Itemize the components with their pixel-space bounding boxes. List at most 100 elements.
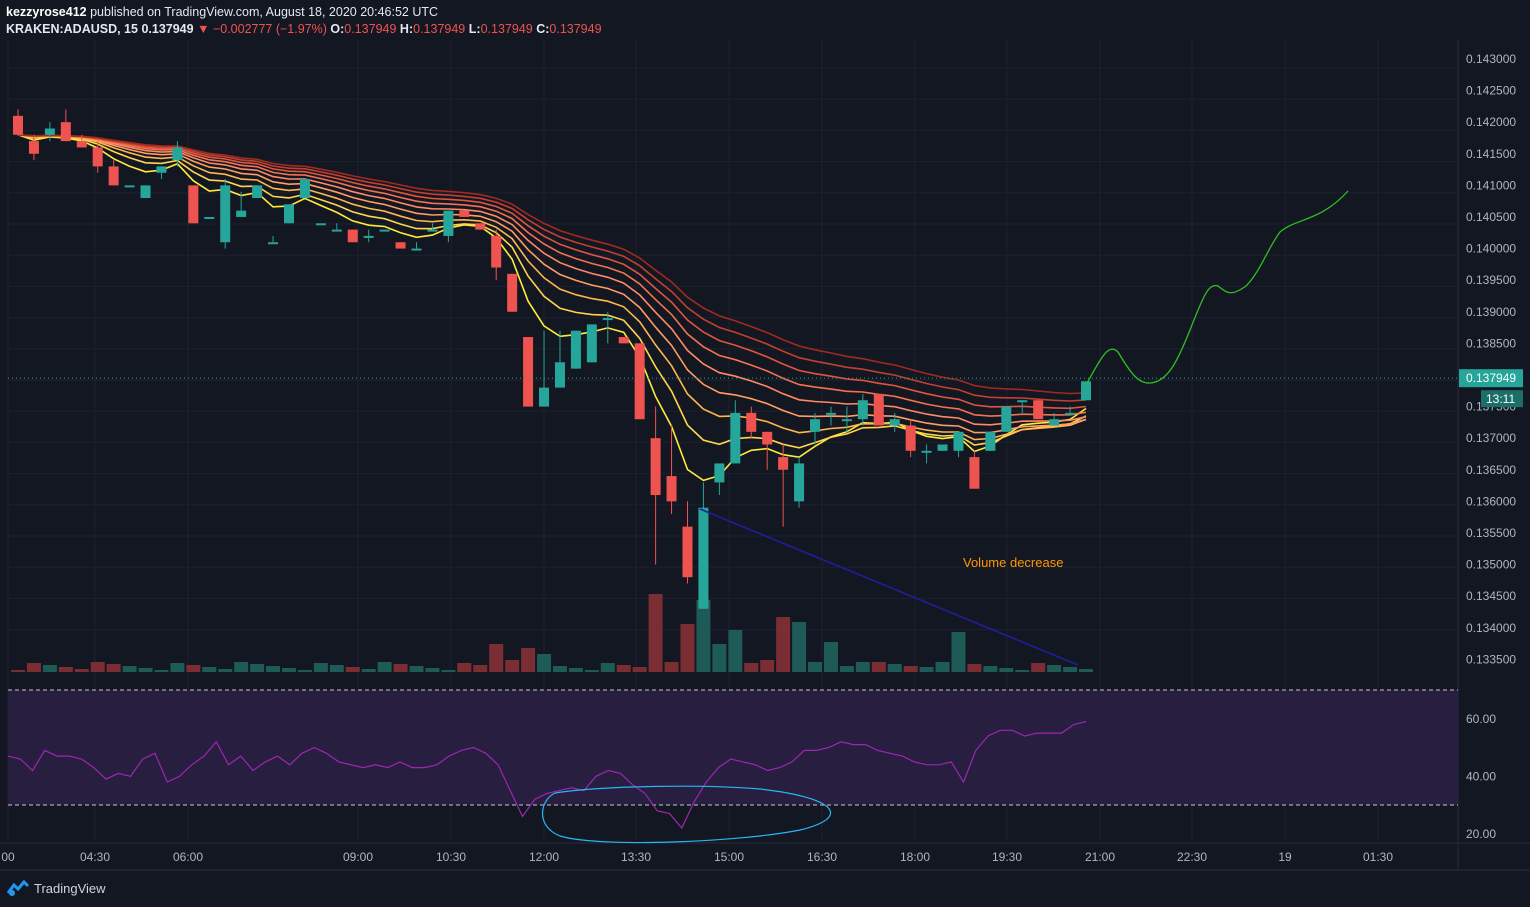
volume-bar: [1063, 667, 1078, 672]
candle-body: [459, 210, 470, 217]
candle-body: [379, 229, 390, 232]
publisher-name[interactable]: kezzyrose412: [6, 5, 87, 19]
volume-bar: [664, 662, 679, 672]
ema-line: [17, 134, 1087, 449]
price-tick-label: 0.139500: [1466, 273, 1516, 287]
candle-body: [108, 166, 119, 186]
candle-body: [283, 204, 294, 224]
candle-body: [507, 273, 518, 312]
rsi-tick-label: 20.00: [1466, 827, 1496, 841]
rsi-band: [8, 690, 1458, 805]
candle-body: [13, 115, 23, 135]
time-tick-label: 22:30: [1177, 850, 1207, 864]
time-tick-label: 16:30: [807, 850, 837, 864]
ema-line: [17, 134, 1087, 434]
candle-body: [746, 412, 757, 432]
rsi-tick-label: 40.00: [1466, 769, 1496, 783]
candle-body: [140, 185, 151, 198]
time-tick-label: 19: [1278, 850, 1292, 864]
volume-bar: [409, 666, 424, 672]
candle-body: [921, 450, 932, 453]
volume-bar: [903, 666, 918, 672]
candle-body: [794, 463, 805, 502]
rsi-pane: 60.00 40.00 20.00: [7, 689, 1496, 844]
candle-body: [411, 248, 422, 251]
price-tick-label: 0.139000: [1466, 305, 1516, 319]
volume-bar: [122, 666, 137, 672]
tradingview-brand: TradingView: [34, 880, 106, 896]
candle-body: [762, 431, 773, 445]
time-tick-label: 06:00: [173, 850, 203, 864]
candle-body: [618, 337, 629, 344]
candle-body: [395, 242, 406, 249]
ema-ribbon: [17, 134, 1087, 482]
volume-bar: [568, 668, 583, 672]
published-text: published on TradingView.com, August 18,…: [86, 5, 439, 19]
candle-body: [985, 431, 996, 451]
tradingview-footer[interactable]: TradingView: [6, 879, 106, 897]
candle-body: [825, 412, 836, 415]
volume-bars: [11, 594, 1093, 672]
price-tick-label: 0.138500: [1466, 336, 1516, 350]
volume-bar: [1031, 663, 1046, 672]
volume-bar: [823, 642, 838, 672]
volume-bar: [776, 617, 791, 672]
volume-bar: [728, 630, 743, 672]
price-axis[interactable]: 0.143000 0.142500 0.142000 0.141500 0.141000…: [8, 52, 1523, 666]
volume-bar: [377, 662, 392, 672]
price-tick-label: 0.133500: [1466, 652, 1516, 666]
candle-body: [857, 400, 868, 420]
price-tick-label: 0.141000: [1466, 178, 1516, 192]
volume-bar: [345, 667, 360, 672]
candles: [13, 109, 1091, 609]
volume-bar: [648, 594, 663, 672]
candle-body: [1081, 381, 1091, 401]
symbol-legend: KRAKEN:ADAUSD, 15 0.137949 ▼ −0.002777 (…: [6, 21, 602, 38]
time-tick-label: 15:00: [714, 850, 744, 864]
volume-bar: [266, 666, 281, 672]
high-label: H:: [399, 22, 414, 36]
open-label: O:: [330, 22, 345, 36]
rsi-oversold-circle: [542, 785, 832, 844]
volume-bar: [106, 664, 121, 672]
candle-body: [427, 229, 438, 232]
ema-line: [17, 134, 1087, 482]
time-tick-label: 12:00: [529, 850, 559, 864]
volume-bar: [170, 663, 185, 672]
candle-body: [331, 229, 342, 232]
volume-bar: [808, 662, 823, 672]
candle-body: [889, 419, 900, 426]
symbol-name[interactable]: KRAKEN:ADAUSD, 15: [6, 22, 138, 36]
low-label: L:: [468, 22, 481, 36]
price-tick-label: 0.134000: [1466, 621, 1516, 635]
volume-bar: [313, 663, 328, 672]
volume-bar: [154, 670, 169, 672]
volume-bar: [234, 662, 249, 672]
candle-body: [554, 362, 565, 388]
candle-body: [714, 463, 725, 483]
price-change: −0.002777 (−1.97%): [212, 22, 327, 36]
time-tick-label: 18:00: [900, 850, 930, 864]
candle-body: [586, 324, 597, 363]
volume-bar: [632, 667, 647, 672]
candle-body: [44, 128, 55, 135]
price-tick-label: 0.140500: [1466, 210, 1516, 224]
volume-bar: [281, 668, 296, 672]
ema-line: [17, 134, 1087, 410]
price-tick-label: 0.135500: [1466, 526, 1516, 540]
volume-bar: [999, 668, 1014, 672]
time-tick-label: 09:00: [343, 850, 373, 864]
volume-bar: [26, 663, 41, 672]
price-tick-label: 0.137000: [1466, 431, 1516, 445]
candle-body: [124, 185, 135, 188]
candle-body: [841, 419, 852, 422]
candle-body: [363, 235, 374, 238]
close-value: 0.137949: [549, 22, 602, 36]
drawings: [699, 190, 1349, 666]
time-axis[interactable]: 00 04:30 06:00 09:00 10:30 12:00 13:30 15:00 16:…: [1, 850, 1393, 864]
candle-body: [539, 387, 550, 407]
volume-bar: [1079, 669, 1093, 672]
candle-body: [204, 216, 215, 219]
low-value: 0.137949: [480, 22, 533, 36]
